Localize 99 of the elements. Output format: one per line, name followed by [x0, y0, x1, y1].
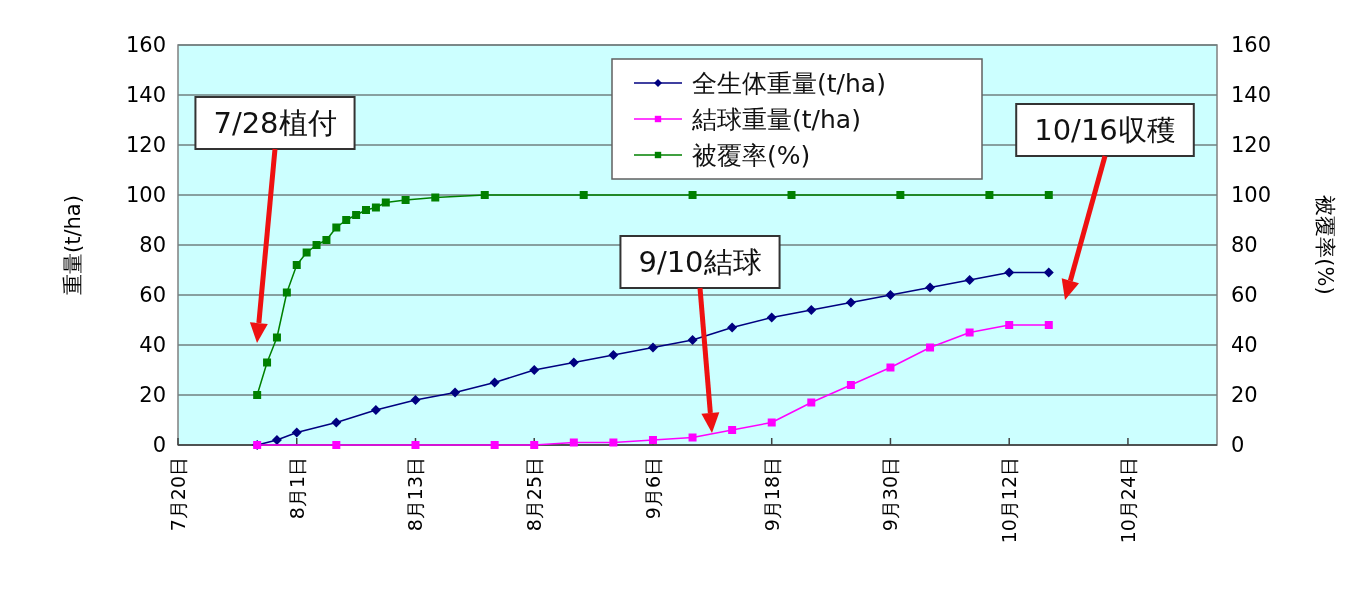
point	[688, 191, 697, 199]
point	[886, 363, 895, 372]
y2-tick-label: 140	[1231, 83, 1272, 107]
point	[332, 223, 341, 232]
point	[925, 282, 936, 293]
x-tick-label: 10月24日	[1116, 457, 1139, 544]
annotation: 7/28植付	[194, 96, 356, 150]
x-tick-label: 9月18日	[760, 457, 783, 532]
point	[1043, 267, 1054, 278]
y-tick-label: 140	[125, 83, 166, 107]
annotation: 10/16収穫	[1015, 103, 1195, 157]
y2-tick-label: 40	[1231, 333, 1258, 357]
point	[322, 236, 331, 244]
point	[688, 433, 697, 442]
point	[965, 328, 974, 337]
x-tick-label: 9月30日	[879, 457, 902, 532]
x-tick-label: 8月1日	[285, 457, 308, 520]
point	[530, 441, 539, 449]
y-tick-label: 100	[125, 183, 166, 207]
annotation: 9/10結球	[638, 245, 762, 279]
point	[1004, 267, 1015, 278]
point	[647, 342, 658, 353]
point	[1044, 321, 1053, 329]
y2-tick-label: 80	[1231, 233, 1258, 257]
point	[687, 335, 698, 345]
point	[727, 322, 738, 333]
point	[648, 436, 657, 444]
annotation: 7/28植付	[213, 106, 337, 140]
y-tick-label: 160	[125, 33, 166, 57]
point	[767, 418, 776, 427]
point	[885, 290, 896, 300]
point	[480, 191, 489, 199]
point	[362, 206, 371, 214]
point	[569, 438, 578, 447]
point	[489, 377, 500, 388]
y-tick-label: 40	[139, 333, 166, 357]
point	[926, 343, 935, 352]
point	[332, 441, 341, 449]
point	[806, 305, 817, 315]
y-axis-title: 重量(t/ha)	[61, 195, 85, 295]
point	[291, 427, 302, 438]
point	[766, 312, 777, 323]
y-tick-label: 120	[125, 133, 166, 157]
point	[312, 241, 321, 249]
point	[302, 248, 311, 257]
y2-tick-label: 0	[1231, 433, 1245, 457]
y2-tick-label: 160	[1231, 33, 1272, 57]
y2-tick-label: 60	[1231, 283, 1258, 307]
point	[807, 398, 816, 407]
point	[401, 196, 410, 204]
legend-label: 被覆率(%)	[692, 141, 811, 170]
legend-label: 全生体重量(t/ha)	[692, 69, 886, 98]
legend-label: 結球重量(t/ha)	[691, 105, 861, 134]
point	[985, 191, 994, 199]
point	[896, 191, 905, 199]
x-tick-label: 9月6日	[641, 457, 664, 520]
point	[529, 365, 540, 375]
y-tick-label: 60	[139, 283, 166, 307]
point	[490, 441, 499, 449]
point	[450, 387, 461, 398]
point	[272, 333, 281, 342]
point	[1005, 321, 1014, 329]
point	[352, 211, 361, 219]
point	[381, 198, 390, 207]
point	[411, 441, 420, 449]
annotation: 10/16収穫	[1034, 113, 1176, 147]
y2-axis-title: 被覆率(%)	[1313, 195, 1337, 295]
point	[292, 261, 301, 269]
y-tick-label: 0	[152, 433, 166, 457]
point	[410, 395, 421, 405]
y2-tick-label: 120	[1231, 133, 1272, 157]
point	[787, 191, 796, 199]
point	[728, 426, 737, 434]
point	[282, 288, 291, 297]
point	[1044, 191, 1053, 199]
x-tick-label: 7月20日	[167, 457, 189, 532]
point	[579, 191, 588, 199]
point	[331, 417, 342, 428]
x-tick-label: 8月25日	[523, 457, 546, 532]
annotation: 9/10結球	[619, 235, 781, 289]
point	[371, 203, 380, 212]
point	[845, 297, 856, 308]
point	[568, 357, 579, 368]
point	[608, 350, 619, 360]
y2-tick-label: 20	[1231, 383, 1258, 407]
y-tick-label: 20	[139, 383, 166, 407]
x-tick-label: 8月13日	[404, 457, 427, 532]
point	[342, 216, 351, 224]
point	[431, 193, 440, 202]
point	[263, 358, 272, 367]
x-tick-label: 10月12日	[998, 457, 1021, 544]
point	[846, 381, 855, 389]
point	[253, 391, 262, 399]
point	[370, 405, 381, 415]
y2-tick-label: 100	[1231, 183, 1272, 207]
y-tick-label: 80	[139, 233, 166, 257]
point	[609, 438, 618, 447]
point	[271, 435, 282, 445]
point	[964, 275, 975, 285]
